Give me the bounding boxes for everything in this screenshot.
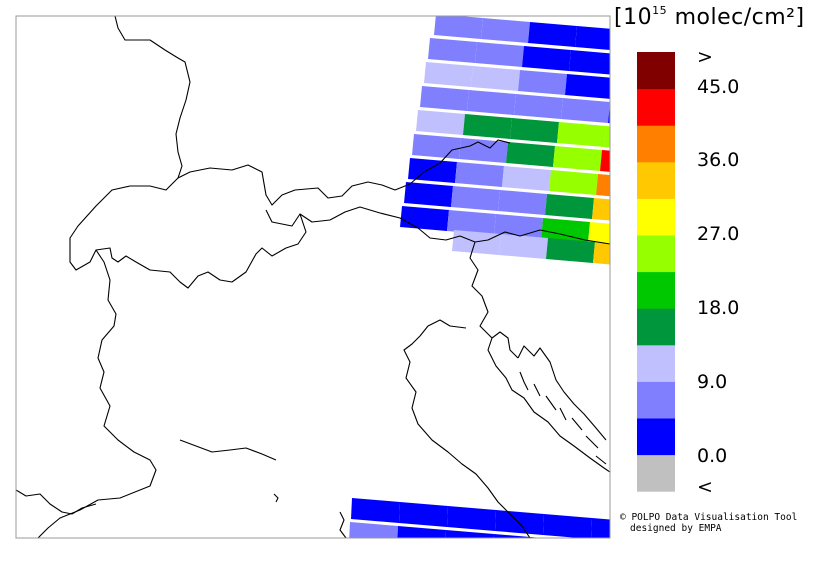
swath-pixel <box>424 62 473 87</box>
swath-pixel <box>541 538 590 563</box>
legend-tick-label: > <box>697 46 713 68</box>
swath-pixel <box>412 134 461 159</box>
swath-pixel <box>447 506 496 531</box>
swath-pixel <box>592 198 610 221</box>
swath-pixel <box>499 234 548 259</box>
swath-pixel <box>588 222 610 245</box>
border-austria-italy <box>265 206 610 245</box>
coast-southwest <box>16 489 97 515</box>
swath-pixel <box>467 90 516 115</box>
swath-pixel <box>455 162 504 187</box>
swath-pixel <box>553 146 602 171</box>
swath-pixel <box>549 170 598 195</box>
credit-line-1: © POLPO Data Visualisation Tool <box>620 512 798 523</box>
border-switzerland <box>69 177 307 289</box>
swath-pixel <box>399 502 448 527</box>
swath-pixel <box>518 70 567 95</box>
swath-pixel <box>475 42 524 67</box>
swath-pixel <box>428 38 477 63</box>
legend-tick-label: 0.0 <box>697 445 728 467</box>
legend-tick-label: 36.0 <box>697 149 740 171</box>
swath-pixel <box>589 542 638 566</box>
swath-pixel <box>596 174 610 197</box>
legend-swatch <box>637 235 675 273</box>
legend-swatch <box>637 454 675 492</box>
swath-pixel <box>528 22 577 47</box>
border-san-marino <box>179 439 277 461</box>
islands-dalmatia <box>519 371 607 465</box>
swath-pixel <box>434 16 483 39</box>
credit-text: © POLPO Data Visualisation Tool designed… <box>620 512 797 534</box>
swath-pixel <box>445 530 494 538</box>
swath-pixel <box>447 210 496 235</box>
swath-pixel <box>416 110 465 135</box>
swath-pixel <box>420 86 469 111</box>
border-france-italy <box>37 249 157 538</box>
legend-swatch <box>637 125 675 163</box>
swath-pixel <box>506 142 555 167</box>
swath-pixel <box>408 158 457 183</box>
swath-pixel <box>397 526 446 538</box>
swath-pixel <box>604 126 610 148</box>
legend-swatch <box>637 88 675 126</box>
legend-tick-label: 9.0 <box>697 371 728 393</box>
swath-pixel <box>575 26 610 50</box>
swath-pixel <box>502 166 551 191</box>
swath-pixel <box>498 190 547 215</box>
swath-pixel <box>591 518 610 538</box>
legend-swatch <box>637 381 675 419</box>
swath-pixel <box>565 74 610 99</box>
border-france-germany <box>114 16 191 179</box>
map-frame <box>15 15 611 539</box>
legend-tick-label: 27.0 <box>697 223 740 245</box>
legend-tick-label: 45.0 <box>697 76 740 98</box>
coast-adriatic-east <box>487 337 610 473</box>
swath-pixel <box>545 194 594 219</box>
swath-pixel <box>546 238 595 263</box>
coastlines-and-borders <box>16 16 610 538</box>
swath-pixel <box>481 18 530 43</box>
swath-pixel <box>514 94 563 119</box>
legend-unit-label: [1015 molec/cm²] <box>614 4 805 30</box>
legend-swatch <box>637 344 675 382</box>
swath-pixel <box>510 118 559 143</box>
legend-color-bar <box>637 52 675 492</box>
legend-swatch <box>637 198 675 236</box>
legend-swatch <box>637 52 675 90</box>
swath-pixel <box>459 138 508 163</box>
legend-swatch <box>637 308 675 346</box>
coast-adriatic-west <box>403 319 531 538</box>
legend-swatch <box>637 271 675 309</box>
coast-elba <box>273 493 279 503</box>
border-northern-alps <box>177 139 511 206</box>
swath-pixel <box>452 230 501 255</box>
legend-tick-label: < <box>697 476 713 498</box>
swath-pixel <box>600 150 610 172</box>
credit-line-2: designed by EMPA <box>630 523 722 534</box>
swath-pixel <box>541 218 590 243</box>
swath-pixel <box>561 98 610 123</box>
coast-kvarner <box>517 345 607 441</box>
swath-pixel <box>593 242 610 265</box>
coast-istria <box>491 331 519 359</box>
swath-pixel <box>451 186 500 211</box>
swath-pixel <box>400 206 449 231</box>
swath-pixel <box>349 522 398 538</box>
legend-swatch <box>637 418 675 456</box>
swath-pixel <box>557 122 606 147</box>
coast-corsica <box>339 511 347 538</box>
border-italy-slovenia <box>469 241 493 339</box>
swath-pixel <box>522 46 571 71</box>
legend-tick-label: 18.0 <box>697 297 740 319</box>
legend-swatch <box>637 161 675 199</box>
swath-pixel <box>543 514 592 538</box>
swath-pixel <box>351 498 400 523</box>
swath-pixel <box>471 66 520 91</box>
swath-pixel <box>463 114 512 139</box>
swath-pixel <box>404 182 453 207</box>
swath-pixel <box>495 510 544 535</box>
swath-pixel <box>569 50 610 75</box>
